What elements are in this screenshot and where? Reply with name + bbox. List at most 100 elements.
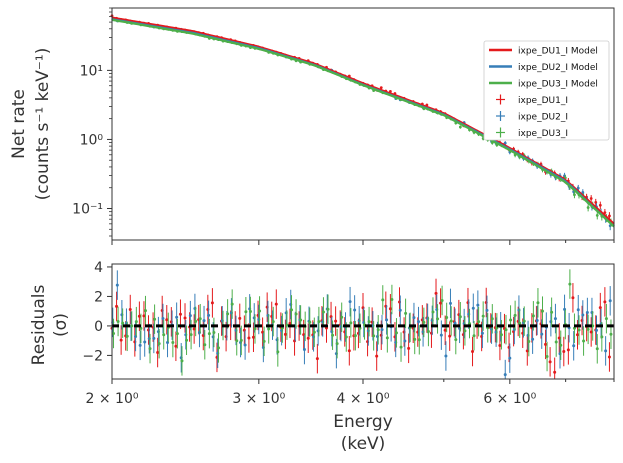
spectrum-data-point <box>598 203 602 207</box>
residual-point <box>115 283 119 287</box>
residual-point <box>575 333 579 337</box>
residual-point <box>434 291 438 295</box>
residual-point <box>498 343 502 347</box>
residual-point <box>290 308 294 312</box>
residual-point <box>180 359 184 363</box>
residual-point <box>157 342 161 346</box>
residual-point <box>230 302 234 306</box>
spectrum-data-point <box>594 201 598 204</box>
residual-point <box>603 300 607 304</box>
residual-point <box>315 357 319 361</box>
residual-point <box>504 328 508 332</box>
residual-point <box>226 312 230 316</box>
residual-point <box>306 336 310 340</box>
residual-point <box>448 334 452 338</box>
residual-point <box>153 317 157 321</box>
residual-point <box>531 314 535 318</box>
residual-point <box>541 309 545 313</box>
residual-point <box>536 301 540 305</box>
residual-point <box>481 314 485 318</box>
residual-point <box>262 339 266 343</box>
residual-point <box>358 326 362 330</box>
residual-point <box>207 332 211 336</box>
residual-point <box>340 315 344 319</box>
residual-point <box>138 343 142 347</box>
spectrum-x-ticks <box>111 240 615 245</box>
x-tick-label: 6 × 10⁰ <box>483 391 536 407</box>
residual-point <box>115 304 119 308</box>
residuals-ylabel-line2: (σ) <box>51 313 71 337</box>
residual-point <box>571 296 575 300</box>
residual-point <box>572 344 576 348</box>
residual-point <box>477 320 481 324</box>
residual-point <box>334 319 338 323</box>
legend-label: ixpe_DU2_I Model <box>518 63 598 73</box>
residual-point <box>609 332 613 336</box>
residual-point <box>353 334 357 338</box>
residual-point <box>321 310 325 314</box>
residual-point <box>148 347 152 351</box>
residual-point <box>503 373 507 377</box>
residual-point <box>440 298 444 302</box>
residual-point <box>207 313 211 317</box>
residual-point <box>545 355 549 359</box>
residual-point <box>548 360 552 364</box>
residual-point <box>553 370 557 374</box>
residual-point <box>581 313 585 317</box>
residuals-y-tick-label: 2 <box>94 289 103 305</box>
residual-point <box>388 307 392 311</box>
residual-point <box>454 338 458 342</box>
residuals-y-tick-label: 4 <box>94 260 103 276</box>
residual-point <box>121 321 125 325</box>
residual-point <box>125 334 129 338</box>
residual-point <box>152 336 156 340</box>
residual-point <box>422 320 426 324</box>
residual-point <box>600 335 604 339</box>
residual-point <box>562 350 566 354</box>
legend-label: ixpe_DU3_I <box>518 129 568 139</box>
residual-point <box>274 302 278 306</box>
residual-point <box>143 309 147 313</box>
residual-point <box>203 343 207 347</box>
spectrum-y-ticks: 10¹ 10⁰ 10⁻¹ <box>72 7 112 237</box>
residual-point <box>467 322 471 326</box>
legend-label: ixpe_DU1_I <box>518 96 568 106</box>
residual-point <box>299 318 303 322</box>
x-axis-label-line1: Energy <box>333 412 393 432</box>
residual-point <box>130 324 134 328</box>
residual-point <box>142 314 146 318</box>
residual-point <box>453 321 457 325</box>
residual-point <box>216 346 220 350</box>
residuals-ylabel-line1: Residuals <box>29 285 49 366</box>
residual-point <box>431 310 435 314</box>
residual-point <box>471 306 475 310</box>
residual-point <box>513 313 517 317</box>
residual-point <box>271 320 275 324</box>
spectrum-ylabel-line1: Net rate <box>9 89 29 159</box>
residual-point <box>119 338 123 342</box>
residual-point <box>413 337 417 341</box>
residual-point <box>531 337 535 341</box>
residual-point <box>376 328 380 332</box>
residual-point <box>472 334 476 338</box>
spectrum-panel: 10¹ 10⁰ 10⁻¹ Net rate (counts s⁻¹ keV⁻¹) i… <box>9 7 615 245</box>
residual-point <box>294 312 298 316</box>
spectrum-data-point <box>586 206 590 209</box>
residual-point <box>439 301 443 305</box>
residual-point <box>276 350 280 354</box>
residual-point <box>476 303 480 307</box>
residual-point <box>471 350 475 354</box>
spectrum-y-tick-label: 10¹ <box>80 63 103 79</box>
residual-point <box>380 328 384 332</box>
residual-point <box>443 328 447 332</box>
residual-point <box>412 316 416 320</box>
residual-point <box>381 298 385 302</box>
residual-point <box>449 319 453 323</box>
residual-point <box>288 321 292 325</box>
spectrum-data-point <box>576 186 580 190</box>
residual-point <box>385 336 389 340</box>
residual-point <box>285 323 289 327</box>
residual-point <box>604 349 608 353</box>
residual-point <box>444 354 448 358</box>
legend-label: ixpe_DU1_I Model <box>518 47 598 57</box>
